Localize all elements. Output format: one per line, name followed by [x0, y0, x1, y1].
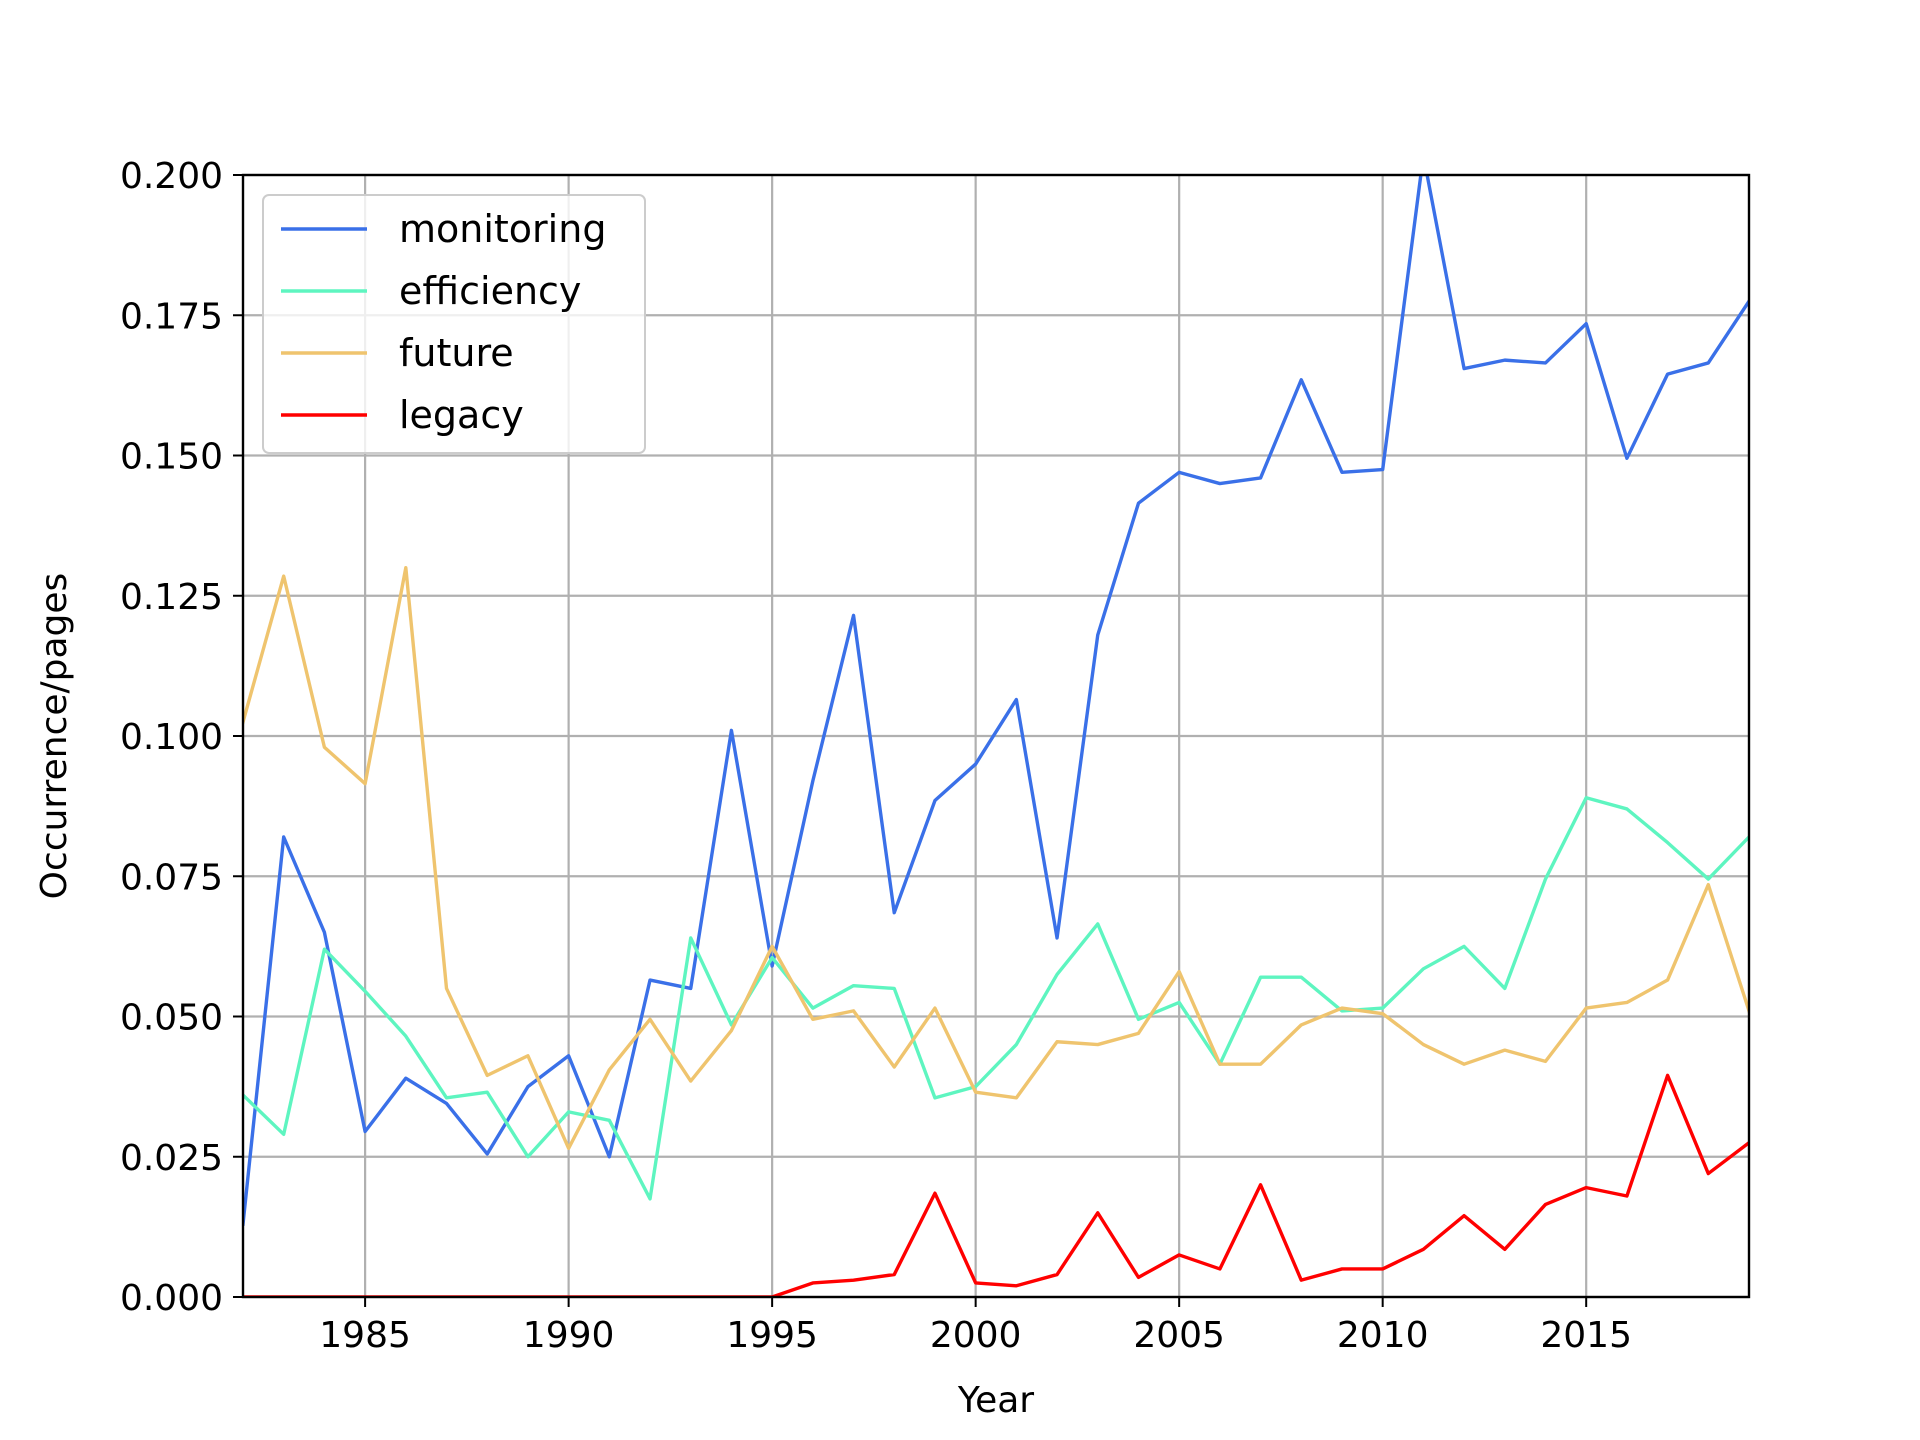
y-tick-label: 0.075: [120, 857, 223, 898]
y-tick-label: 0.000: [120, 1278, 223, 1319]
y-tick-label: 0.200: [120, 156, 223, 197]
y-tick-label: 0.025: [120, 1138, 223, 1179]
x-tick-label: 2015: [1540, 1315, 1632, 1356]
y-axis-title: Occurrence/pages: [34, 573, 75, 900]
x-tick-label: 1985: [319, 1315, 411, 1356]
x-tick-label: 1995: [726, 1315, 818, 1356]
x-tick-label: 2010: [1337, 1315, 1429, 1356]
y-tick-label: 0.175: [120, 296, 223, 337]
x-tick-label: 2005: [1133, 1315, 1225, 1356]
series-line-monitoring: [243, 175, 1749, 1226]
x-axis-title: Year: [957, 1380, 1034, 1421]
y-tick-label: 0.100: [120, 717, 223, 758]
x-tick-label: 2000: [930, 1315, 1022, 1356]
y-tick-label: 0.125: [120, 577, 223, 618]
y-tick-label: 0.050: [120, 998, 223, 1039]
y-tick-label: 0.150: [120, 437, 223, 478]
series-line-efficiency: [243, 796, 1749, 1201]
series-line-legacy: [243, 1073, 1749, 1297]
legend-label-legacy: legacy: [399, 393, 524, 437]
axis-ticks: 1985 1990 1995 2000 2005 2010 2015 0.000 0.025 0.…: [120, 156, 1632, 1356]
legend: monitoring efficiency future legacy: [262, 194, 646, 454]
legend-label-future: future: [399, 331, 514, 375]
series-lines: [243, 175, 1749, 1297]
x-tick-label: 1990: [523, 1315, 615, 1356]
legend-label-monitoring: monitoring: [399, 207, 606, 251]
legend-box: [262, 194, 646, 454]
series-line-future: [243, 566, 1749, 1151]
legend-label-efficiency: efficiency: [399, 269, 581, 313]
